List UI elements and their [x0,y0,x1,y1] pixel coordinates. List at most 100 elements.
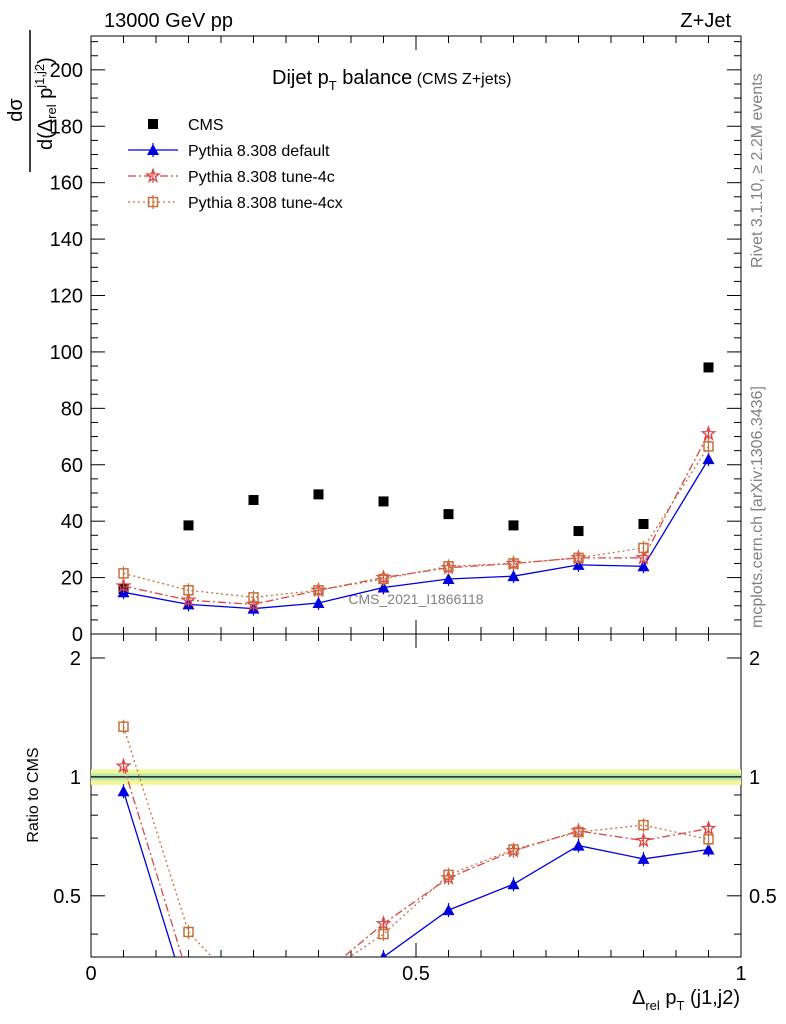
plot-title: Dijet pT balance (CMS Z+jets) [272,67,511,93]
data-point [507,570,520,582]
ratio-frame [90,633,742,958]
data-point [637,852,650,864]
data-point [573,526,584,537]
legend-label: Pythia 8.308 tune-4cx [188,195,343,212]
y-tick-label: 0 [72,624,83,646]
data-point [378,573,389,585]
data-point [703,362,714,373]
data-point [118,721,129,732]
data-point [378,496,389,507]
series-line [122,791,709,957]
series-line [123,446,710,598]
data-point [375,915,392,931]
data-point [118,568,129,579]
x-tick-label: 1 [735,963,746,985]
data-point [115,757,132,773]
series-line [123,458,710,610]
data-point [635,832,652,848]
data-point [573,552,584,564]
data-point [507,878,520,890]
data-point [183,926,194,938]
data-point [313,585,324,596]
header-right: Z+Jet [680,10,731,32]
data-point [183,996,195,1007]
ratio-tick-label: 2 [70,648,81,670]
data-point [314,973,323,982]
analysis-watermark: CMS_2021_I1866118 [348,591,483,607]
y-axis-label-main: dσ d(Δrel pj1,j2) [5,30,59,172]
data-point [703,834,714,845]
data-point [572,839,585,851]
y-tick-label: 80 [61,398,83,420]
x-tick-label: 0.5 [402,963,430,985]
header-left: 13000 GeV pp [104,10,233,32]
data-point [182,971,194,983]
main-series [115,362,717,616]
y-tick-label: 160 [50,173,83,195]
data-point [377,581,390,593]
ratio-y-ticks: 0.5 0.5 1 1 2 2 [53,648,777,935]
ratio-tick-label: 0.5 [53,886,81,908]
data-point [443,509,454,520]
y-tick-label: 100 [50,342,83,364]
data-point [638,518,649,529]
ylabel-numerator: dσ [5,98,27,122]
data-point [700,820,717,836]
data-point [248,495,259,506]
ratio-tick-label-right: 1 [749,767,760,789]
y-tick-label: 140 [50,229,83,251]
mcplots-label: mcplots.cern.ch [arXiv:1306.3436] [749,386,766,628]
data-point [313,489,324,500]
y-tick-label: 200 [50,60,83,82]
ratio-tick-label: 1 [70,767,81,789]
data-point [248,592,259,603]
legend-label: Pythia 8.308 default [188,143,330,160]
data-point [380,951,387,957]
data-point [700,425,717,441]
data-point [312,971,324,983]
data-point [115,577,132,593]
legend-marker [148,119,158,129]
data-point [183,520,194,531]
data-point [702,843,715,855]
x-ticks: 0 0.5 1 [85,36,747,985]
ratio-tick-label-right: 2 [749,648,760,670]
y-tick-label: 60 [61,455,83,477]
data-point [638,819,649,831]
series-line [122,726,709,957]
data-point [638,542,649,554]
ylabel-denominator: d(Δrel pj1,j2) [32,57,59,150]
data-point [635,549,652,565]
legend-label: CMS [188,117,224,134]
data-point [180,591,197,607]
data-point [443,869,454,881]
y-axis-label-ratio: Ratio to CMS [25,747,42,842]
ratio-uncertainty-band [91,769,741,785]
data-point [442,904,455,916]
data-point [703,441,714,452]
data-point [442,572,455,584]
data-point [183,585,194,596]
legend-marker [147,144,159,155]
legend-label: Pythia 8.308 tune-4c [188,169,335,186]
data-point [117,785,130,797]
x-axis-label: Δrel pT (j1,j2) [632,987,740,1013]
series-line [123,433,710,606]
data-point [312,596,325,608]
y-tick-label: 40 [61,511,83,533]
series-line [122,765,709,957]
data-point [508,520,519,531]
data-point [702,453,715,465]
rivet-label: Rivet 3.1.10, ≥ 2.2M events [749,73,766,268]
data-point [249,997,258,1006]
main-y-ticks: 0 20 40 60 80 100 120 140 160 180 200 [50,41,741,646]
data-point [508,558,519,569]
data-point [508,844,519,855]
legend-marker [147,196,159,208]
ratio-tick-label-right: 0.5 [749,886,777,908]
legend-marker [144,167,162,183]
ratio-series [115,719,717,1007]
data-point [378,928,389,940]
legend: CMS Pythia 8.308 default Pythia 8.308 tune… [128,117,343,212]
